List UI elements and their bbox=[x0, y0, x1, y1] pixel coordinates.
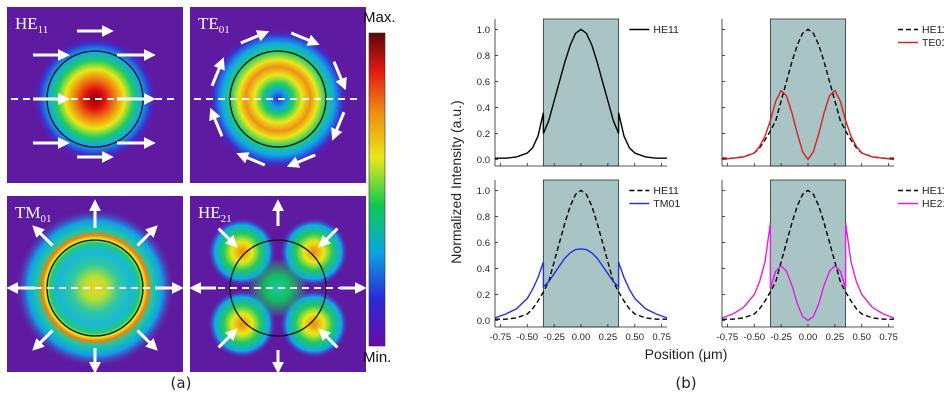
y-tick-label: 0.6 bbox=[477, 238, 490, 249]
field-direction-arrow bbox=[240, 30, 270, 45]
core-region bbox=[542, 18, 620, 167]
profile-plot-4: -0.75 -0.50 -0.25 0.00 0.25 0.50 0.75 HE11HE21 bbox=[717, 179, 944, 343]
legend-label: HE11 bbox=[653, 185, 679, 197]
field-direction-arrow bbox=[210, 57, 225, 87]
x-tick-label: -0.25 bbox=[770, 332, 792, 343]
x-tick-label: 0.25 bbox=[599, 332, 618, 343]
y-tick-label: 0.8 bbox=[477, 212, 490, 223]
field-direction-arrow bbox=[332, 61, 347, 91]
profile-plot-1: 0.0 0.2 0.4 0.6 0.8 1.0 HE11 bbox=[477, 18, 679, 167]
panel-b-label: (b) bbox=[675, 374, 696, 392]
y-tick-label: 0.2 bbox=[477, 290, 490, 301]
field-direction-arrow bbox=[217, 328, 238, 349]
x-tick-label: 0.25 bbox=[826, 332, 845, 343]
core-region bbox=[769, 18, 847, 167]
mode-label-main: TM bbox=[15, 203, 41, 222]
mode-label: HE11 bbox=[15, 14, 48, 36]
series-line-he11 bbox=[722, 28, 894, 159]
legend-label: HE21 bbox=[922, 198, 944, 210]
y-tick-label: 0.8 bbox=[477, 51, 490, 62]
intensity-profile-panel: 0.00.20.40.60.81.0HE11HE11TE010.00.20.40… bbox=[477, 18, 944, 343]
field-direction-arrow bbox=[32, 225, 54, 247]
mode-label-sub: 21 bbox=[221, 213, 232, 225]
y-tick-label: 0.4 bbox=[477, 264, 490, 275]
mode-label-main: HE bbox=[15, 14, 38, 33]
mode-label: TE01 bbox=[198, 14, 230, 36]
mode-label-sub: 01 bbox=[219, 24, 230, 36]
y-tick-label: 1.0 bbox=[477, 25, 490, 36]
x-tick-label: 0.50 bbox=[853, 332, 872, 343]
mode-tile-he21: HE21 bbox=[189, 196, 367, 374]
colorbar-max-label: Max. bbox=[363, 9, 396, 26]
x-tick-label: -0.75 bbox=[490, 332, 512, 343]
x-tick-label: -0.50 bbox=[743, 332, 765, 343]
x-axis-title: Position (μm) bbox=[645, 346, 728, 362]
x-tick-label: 0.75 bbox=[652, 332, 671, 343]
mode-label-sub: 11 bbox=[38, 24, 49, 36]
y-tick-label: 1.0 bbox=[477, 186, 490, 197]
legend-label: TM01 bbox=[653, 198, 680, 210]
series-line-he11 bbox=[495, 28, 667, 159]
field-direction-arrow bbox=[318, 227, 339, 248]
field-direction-arrow bbox=[318, 328, 339, 349]
colorbar-min-label: Min. bbox=[363, 349, 391, 366]
field-direction-arrow bbox=[290, 31, 320, 46]
x-tick-label: 0.75 bbox=[879, 332, 898, 343]
mode-label-sub: 01 bbox=[41, 213, 52, 225]
field-direction-arrow bbox=[209, 107, 224, 137]
series-line-tm01 bbox=[494, 248, 668, 319]
mode-tile-he11: HE11 bbox=[7, 7, 183, 183]
field-direction-arrow bbox=[286, 153, 316, 168]
y-tick-label: 0.0 bbox=[477, 316, 490, 327]
legend-label: HE11 bbox=[922, 24, 944, 36]
x-tick-label: -0.75 bbox=[717, 332, 739, 343]
y-tick-label: 0.0 bbox=[477, 155, 490, 166]
mode-label-main: HE bbox=[198, 203, 221, 222]
mode-label: TM01 bbox=[15, 203, 52, 225]
colorbar-gradient bbox=[368, 32, 386, 347]
panel-a-label: (a) bbox=[171, 374, 192, 392]
field-direction-arrow bbox=[217, 227, 238, 248]
colorbar: Max. Min. bbox=[363, 9, 396, 366]
y-axis-title: Normalized Intensity (a.u.) bbox=[448, 100, 464, 263]
mode-label: HE21 bbox=[198, 203, 232, 225]
x-tick-label: 0.00 bbox=[799, 332, 818, 343]
x-tick-label: -0.25 bbox=[543, 332, 565, 343]
mode-tile-te01: TE01 bbox=[190, 7, 366, 183]
mode-tile-tm01: TM01 bbox=[6, 196, 184, 374]
mode-label-main: TE bbox=[198, 14, 219, 33]
field-direction-arrow bbox=[32, 329, 54, 351]
x-tick-label: 0.50 bbox=[626, 332, 645, 343]
field-direction-arrow bbox=[331, 111, 346, 141]
legend-label: TE01 bbox=[922, 37, 944, 49]
legend-label: HE11 bbox=[653, 24, 679, 36]
y-tick-label: 0.6 bbox=[477, 77, 490, 88]
x-tick-label: -0.50 bbox=[516, 332, 538, 343]
field-direction-arrow bbox=[136, 329, 158, 351]
y-tick-label: 0.4 bbox=[477, 103, 490, 114]
legend-label: HE11 bbox=[922, 185, 944, 197]
series-line-te01 bbox=[721, 89, 895, 161]
x-tick-label: 0.00 bbox=[572, 332, 591, 343]
core-region bbox=[542, 179, 620, 328]
series-line-he21 bbox=[721, 222, 895, 322]
core-region bbox=[769, 179, 847, 328]
field-direction-arrow bbox=[236, 152, 266, 167]
series-line-he11 bbox=[495, 189, 667, 320]
y-tick-label: 0.2 bbox=[477, 129, 490, 140]
series-line-he11 bbox=[722, 189, 894, 320]
profile-plot-3: 0.0 0.2 0.4 0.6 0.8 1.0 -0.75 -0.50 -0.25 0.00 0.2… bbox=[477, 179, 680, 343]
field-direction-arrow bbox=[136, 225, 158, 247]
